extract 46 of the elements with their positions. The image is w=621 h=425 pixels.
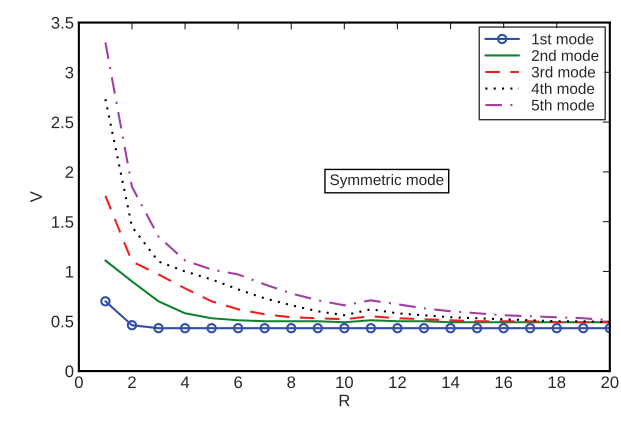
legend-label: 5th mode bbox=[532, 99, 594, 111]
y-tick-label: 0.5 bbox=[51, 316, 74, 328]
point bbox=[259, 323, 270, 334]
legend-label: 2nd mode bbox=[532, 50, 598, 61]
point bbox=[232, 323, 244, 334]
x-tick-label: 20 bbox=[601, 376, 618, 388]
point bbox=[366, 323, 376, 334]
legend-label: 3rd mode bbox=[532, 66, 596, 78]
annotation: Symmetric mode bbox=[330, 174, 444, 188]
y-tick-label: 2.5 bbox=[52, 116, 74, 128]
legend-label: 1st mode bbox=[532, 33, 594, 44]
x-tick-label: 6 bbox=[234, 376, 242, 388]
x-tick-label: 0 bbox=[74, 376, 83, 388]
y-tick-label: 2 bbox=[66, 166, 74, 178]
y-tick-label: 0 bbox=[65, 365, 74, 378]
point bbox=[552, 323, 562, 334]
x-tick-label: 4 bbox=[180, 376, 190, 388]
y-tick-label: 1.5 bbox=[52, 216, 74, 228]
point bbox=[472, 323, 482, 334]
point bbox=[578, 323, 588, 334]
x-tick-label: 8 bbox=[287, 376, 296, 388]
point bbox=[498, 323, 509, 334]
x-tick-label: 12 bbox=[389, 376, 406, 388]
x-tick-label: 10 bbox=[336, 376, 353, 388]
point bbox=[524, 323, 536, 334]
y-axis-title: V bbox=[30, 191, 42, 202]
x-tick-label: 2 bbox=[128, 376, 136, 388]
point bbox=[312, 323, 324, 334]
y-tick-label: 3.5 bbox=[51, 16, 74, 29]
point bbox=[339, 323, 350, 334]
x-tick-label: 14 bbox=[442, 376, 460, 388]
y-tick-label: 1 bbox=[66, 266, 74, 278]
x-axis-title: R bbox=[340, 394, 350, 406]
point bbox=[100, 296, 111, 307]
point bbox=[153, 323, 164, 334]
x-tick-label: 18 bbox=[548, 376, 566, 388]
point bbox=[126, 320, 138, 330]
x-tick-label: 16 bbox=[496, 376, 512, 388]
legend-label: 4th mode bbox=[532, 82, 594, 94]
point bbox=[180, 323, 190, 334]
point bbox=[418, 323, 430, 334]
point bbox=[445, 323, 456, 334]
y-tick-label: 3 bbox=[65, 66, 74, 79]
point bbox=[286, 323, 296, 334]
point bbox=[392, 323, 403, 334]
point bbox=[206, 323, 217, 334]
